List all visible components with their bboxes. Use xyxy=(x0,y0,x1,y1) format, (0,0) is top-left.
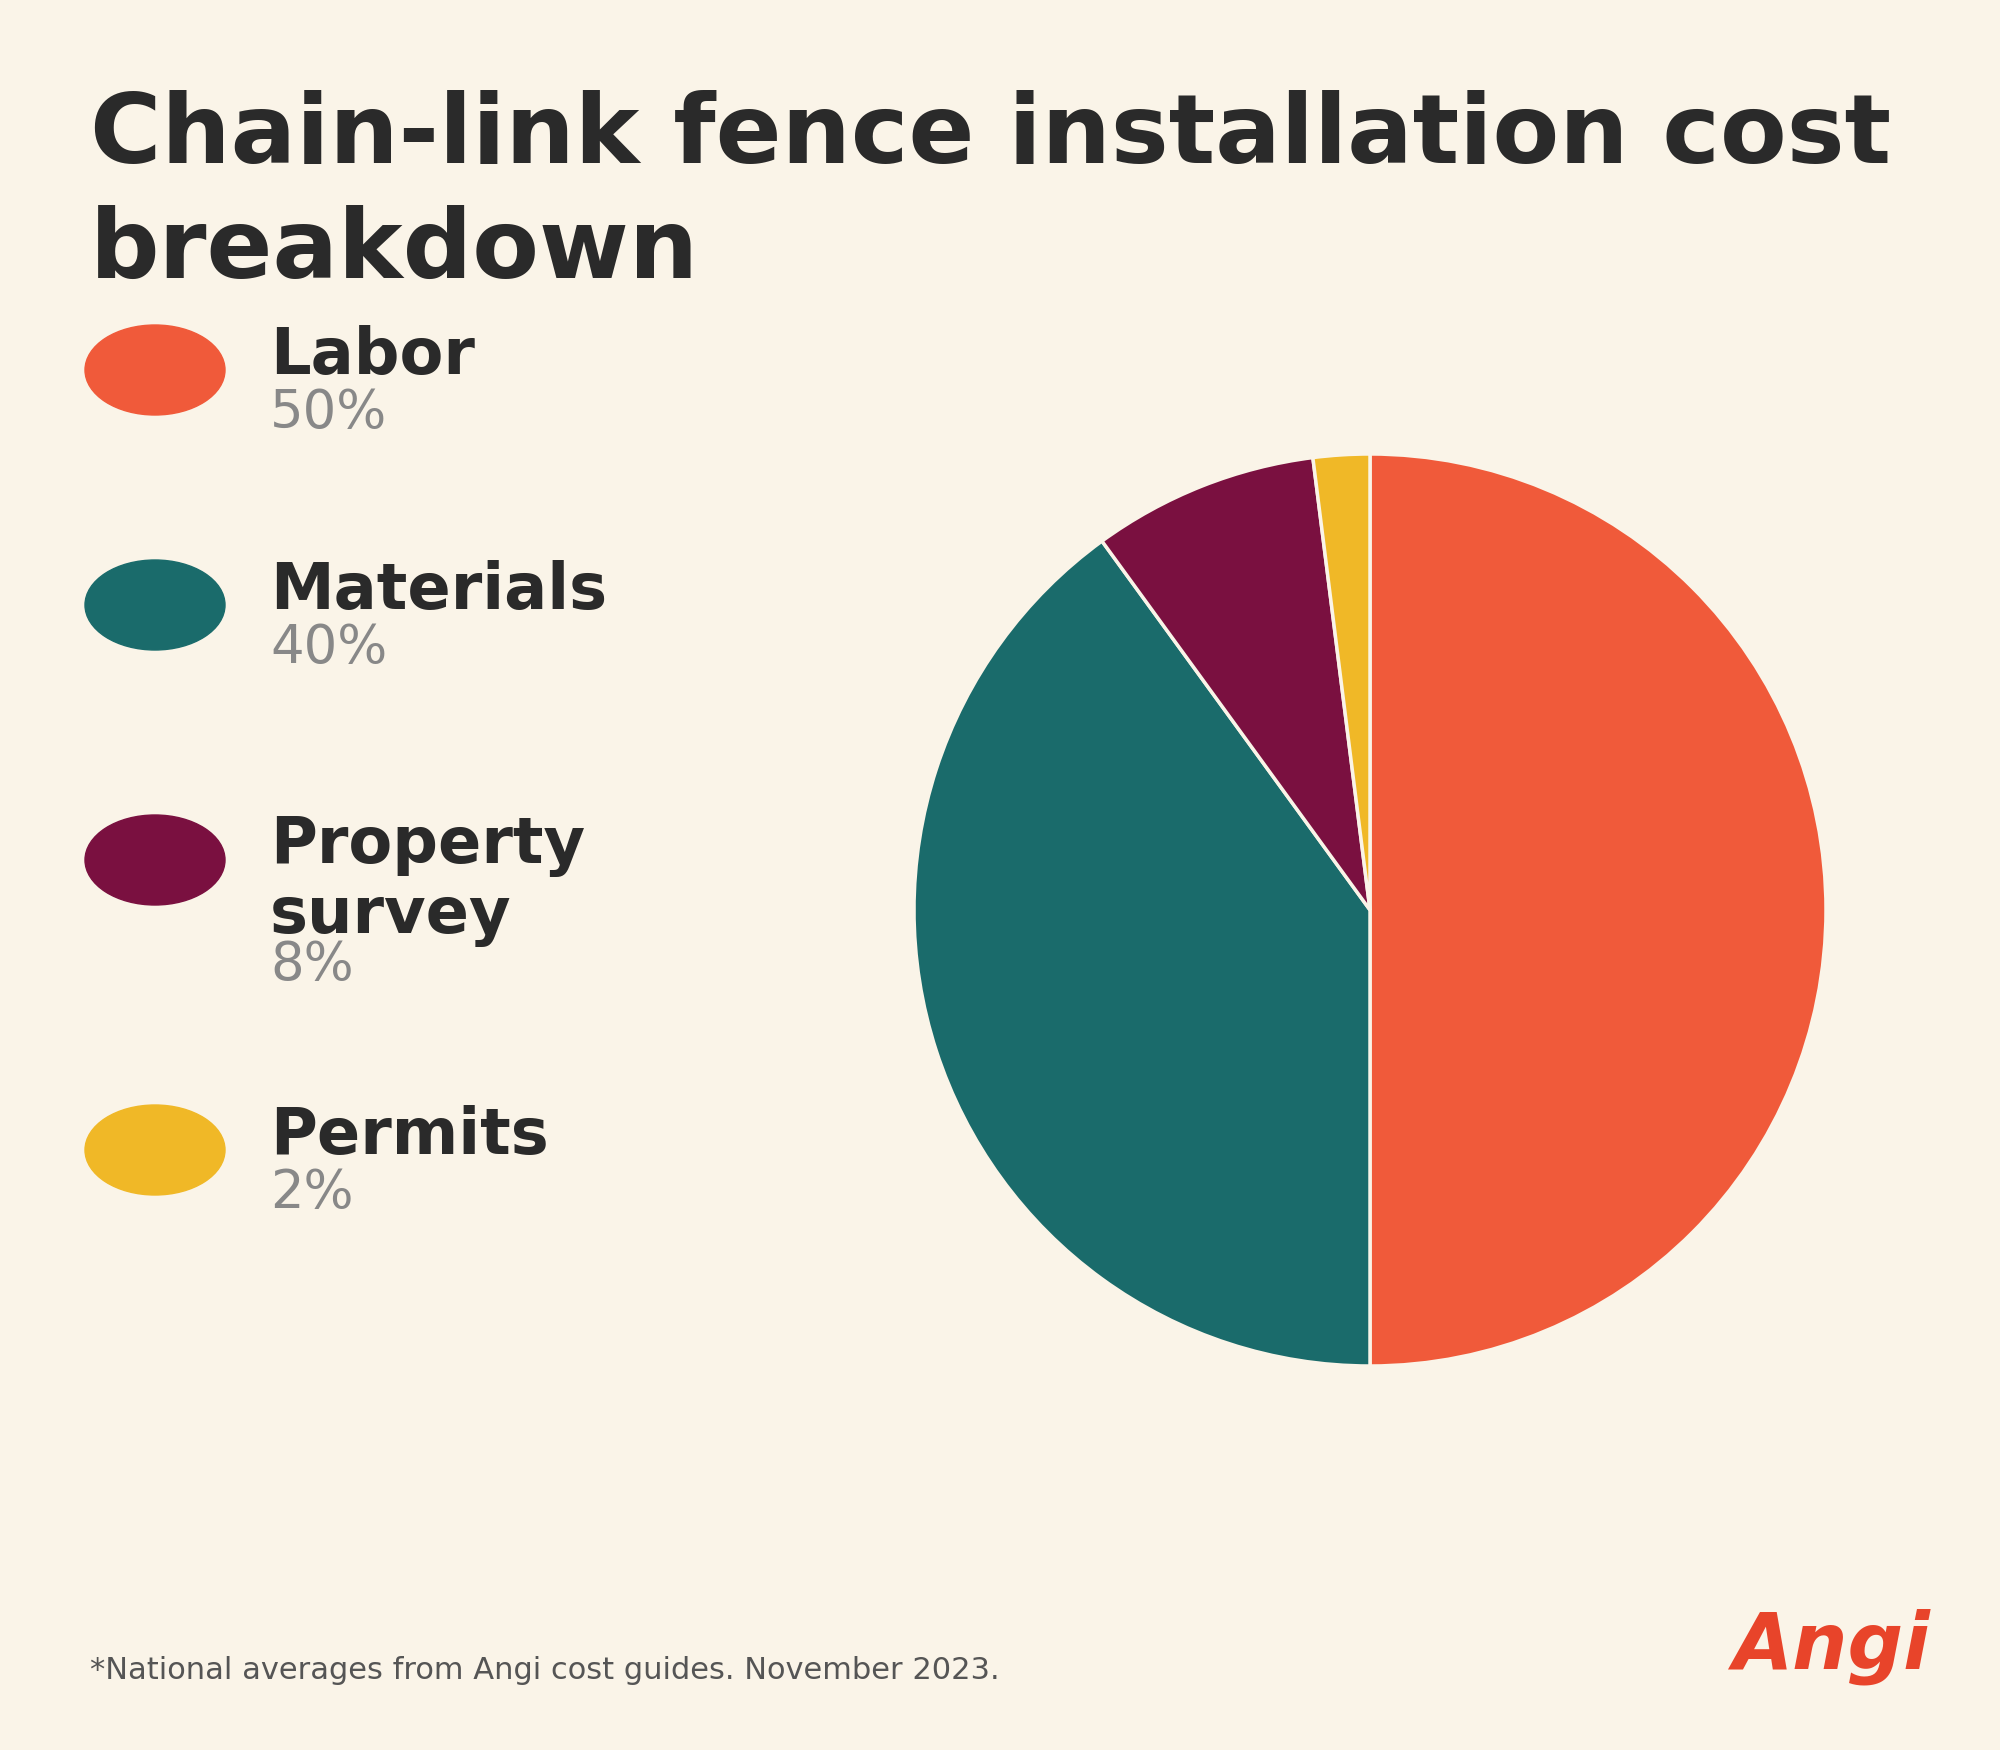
Text: Labor: Labor xyxy=(270,326,474,387)
Wedge shape xyxy=(1312,453,1370,910)
Text: Materials: Materials xyxy=(270,560,608,621)
Wedge shape xyxy=(914,541,1370,1367)
Text: Permits: Permits xyxy=(270,1104,548,1167)
Text: Angi: Angi xyxy=(1732,1608,1930,1685)
Text: breakdown: breakdown xyxy=(90,205,700,298)
FancyBboxPatch shape xyxy=(10,10,1990,1740)
Text: 40%: 40% xyxy=(270,621,388,674)
Text: 50%: 50% xyxy=(270,387,388,439)
Text: Property
survey: Property survey xyxy=(270,816,586,947)
Text: 2%: 2% xyxy=(270,1167,354,1220)
Wedge shape xyxy=(1370,453,1826,1367)
Ellipse shape xyxy=(84,1104,224,1195)
Text: 8%: 8% xyxy=(270,940,354,990)
Text: Chain-link fence installation cost: Chain-link fence installation cost xyxy=(90,89,1892,184)
Ellipse shape xyxy=(84,816,224,905)
Ellipse shape xyxy=(84,560,224,649)
Ellipse shape xyxy=(84,326,224,415)
Wedge shape xyxy=(1102,457,1370,910)
Text: *National averages from Angi cost guides. November 2023.: *National averages from Angi cost guides… xyxy=(90,1656,1000,1685)
